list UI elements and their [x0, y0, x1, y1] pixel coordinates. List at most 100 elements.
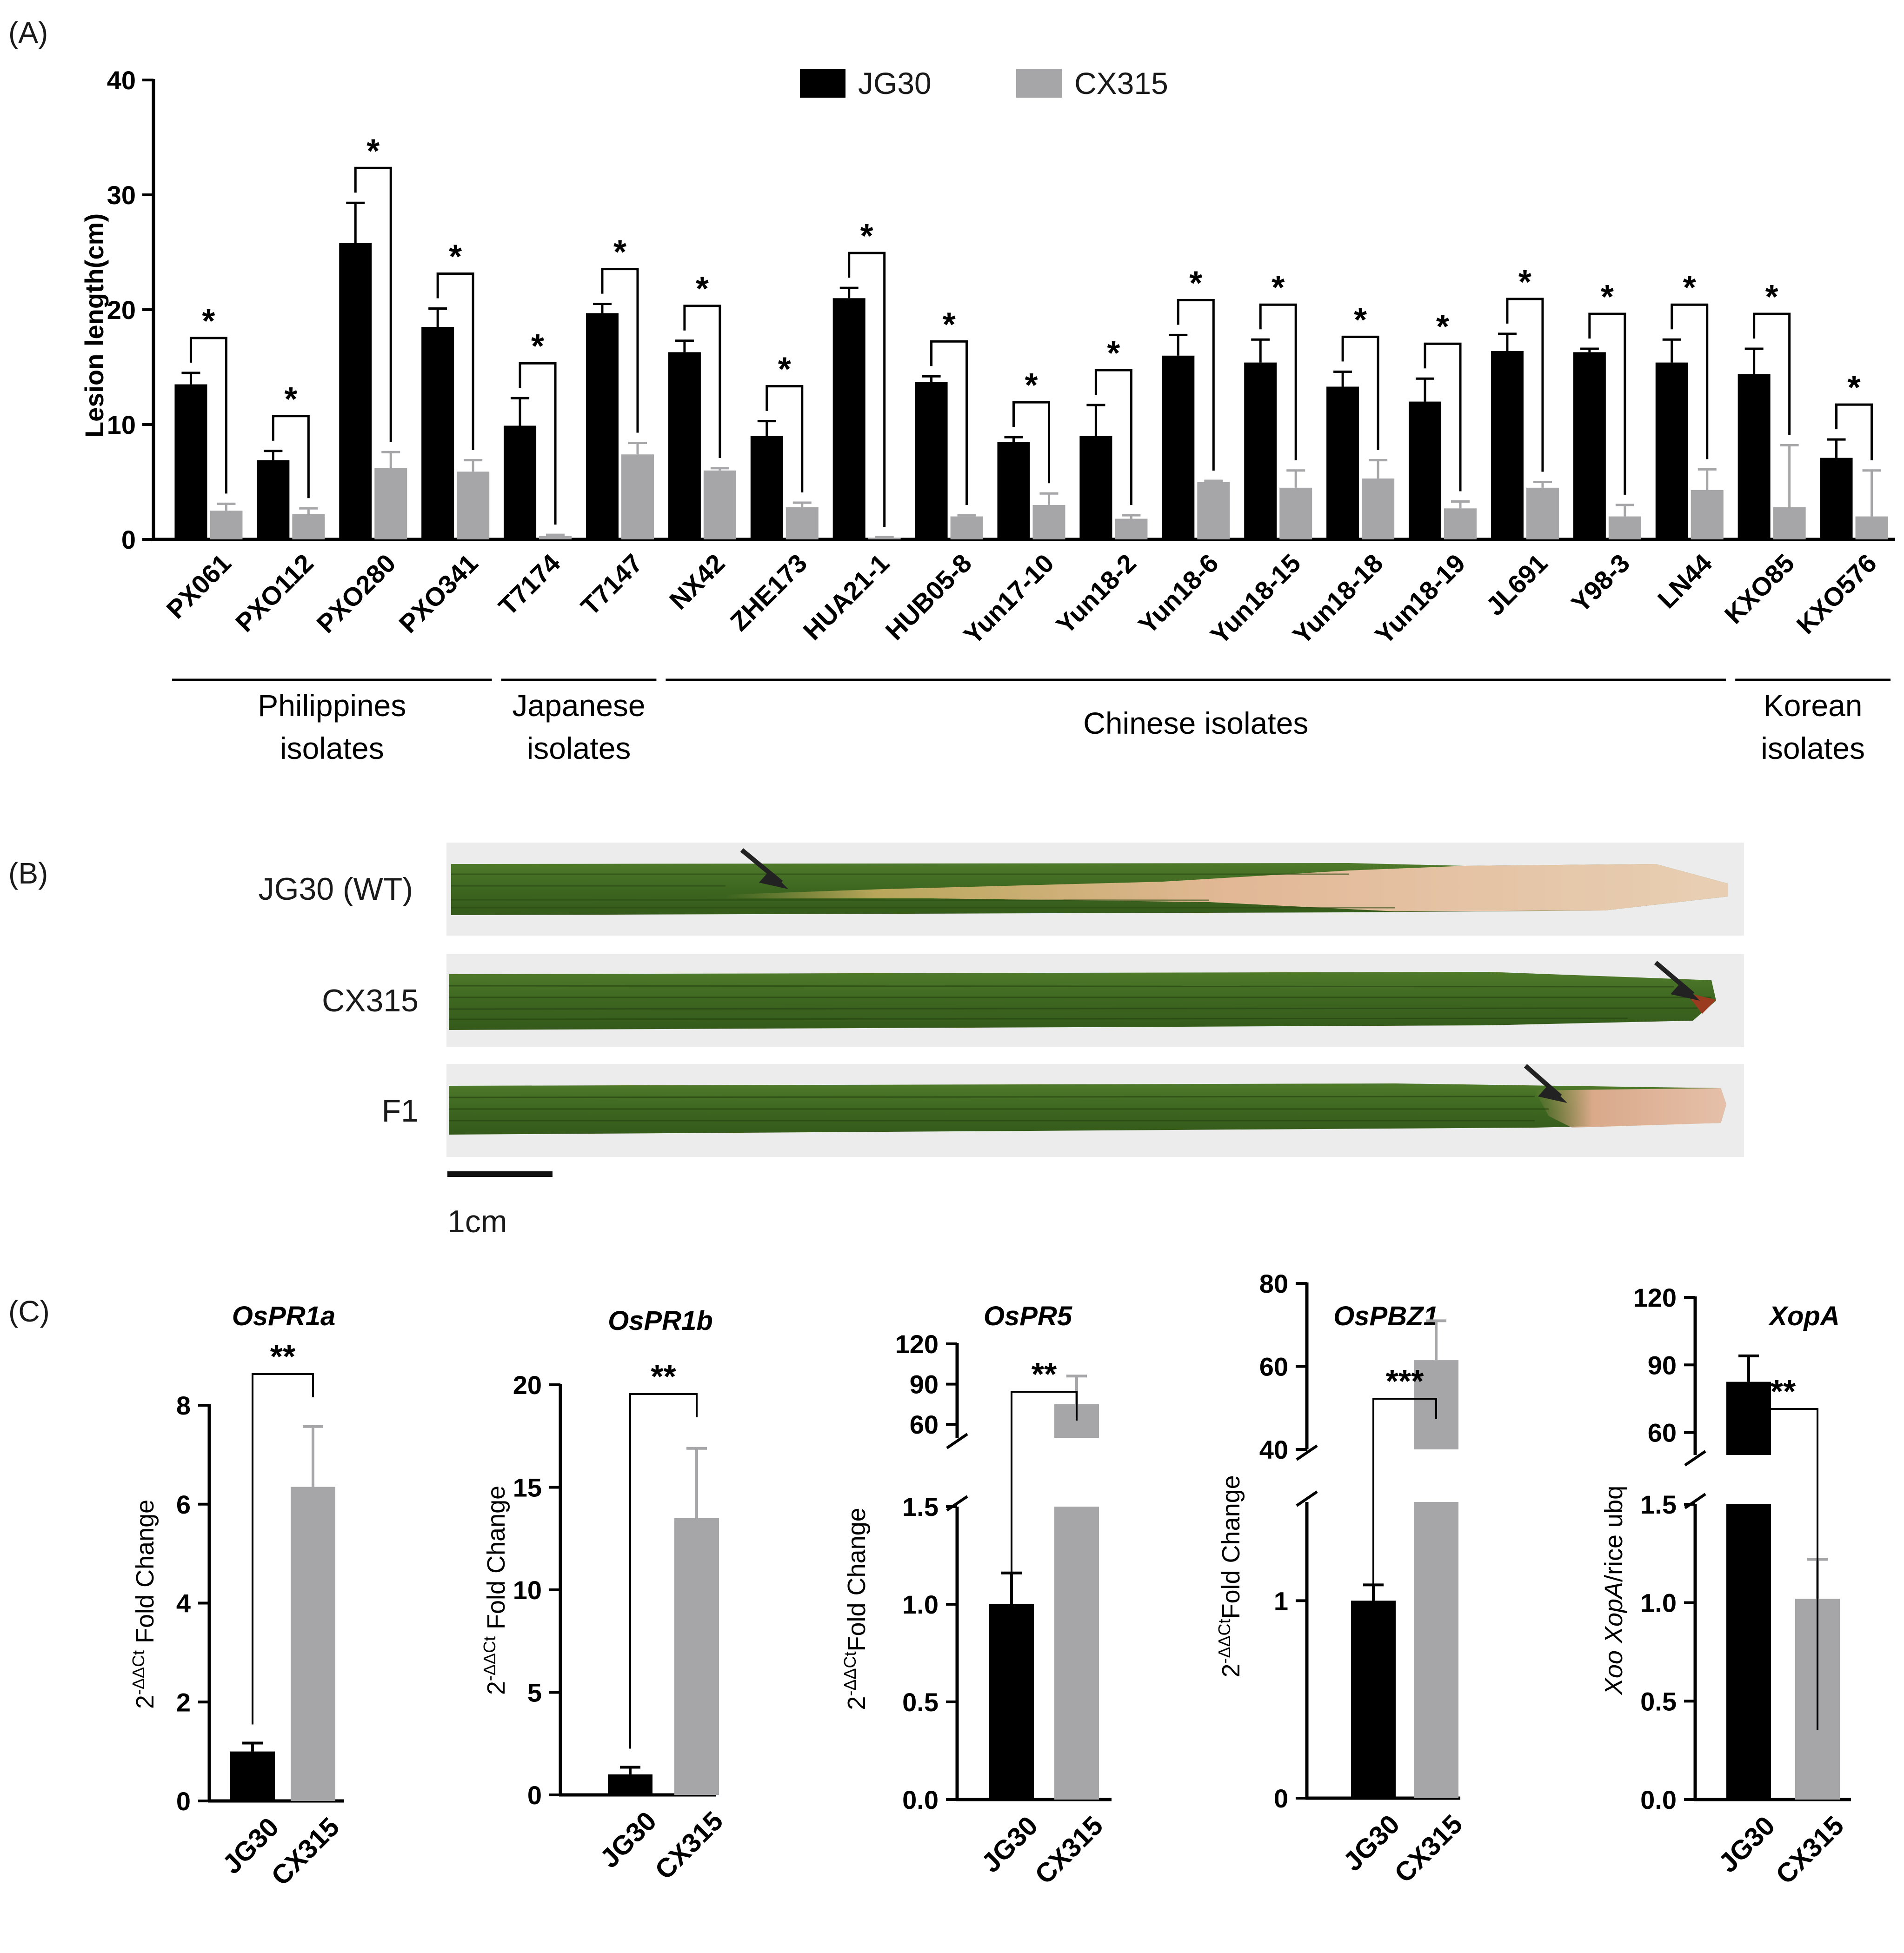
significance-bracket	[1424, 342, 1462, 492]
significance-star: *	[449, 239, 462, 276]
significance-bracket	[848, 252, 886, 527]
lesion-area-jg30	[726, 864, 1728, 911]
bar-jg30-lower	[1726, 1504, 1771, 1800]
significance-bracket	[1259, 303, 1297, 460]
significance-bracket	[1372, 1398, 1437, 1765]
y-tick-label: 2	[176, 1687, 191, 1717]
y-tick-label: 0.5	[902, 1687, 939, 1717]
bar-cx315	[539, 536, 572, 539]
significance-stars: **	[1771, 1373, 1796, 1409]
bar-jg30	[832, 298, 865, 539]
group-label: Philippines	[258, 688, 406, 723]
y-tick-label: 0	[1274, 1784, 1288, 1813]
bar-cx315	[621, 454, 654, 539]
y-tick-label: 10	[107, 410, 136, 439]
bar-jg30	[230, 1751, 275, 1801]
c1-y-axis-title: 2-ΔΔCt Fold Change	[129, 1500, 159, 1709]
bar-cx315	[1362, 478, 1395, 539]
bar-cx315	[291, 1487, 335, 1801]
bar-jg30	[1573, 352, 1606, 539]
significance-bracket	[1671, 303, 1709, 459]
arrow-icon	[759, 870, 788, 889]
c3-title: OsPR5	[984, 1301, 1072, 1331]
significance-star: *	[1601, 279, 1614, 316]
bar-jg30	[1738, 374, 1771, 539]
y-tick-label: 1.0	[1640, 1588, 1677, 1618]
significance-star: *	[1683, 269, 1696, 306]
group-label: isolates	[280, 731, 384, 765]
significance-bracket	[629, 1393, 698, 1749]
significance-bracket	[1177, 299, 1215, 471]
y-tick-label: 0.0	[902, 1785, 939, 1814]
leaf-label-cx315: CX315	[322, 983, 419, 1018]
significance-star: *	[613, 234, 626, 271]
y-tick-label: 6	[176, 1490, 191, 1519]
y-tick-label: 8	[176, 1391, 191, 1420]
group-label: Korean	[1764, 688, 1863, 723]
significance-star: *	[1436, 308, 1449, 345]
significance-bracket	[1012, 401, 1050, 484]
c5-title: XopA	[1768, 1301, 1839, 1331]
y-tick-label: 60	[1259, 1352, 1288, 1382]
significance-bracket	[766, 385, 804, 492]
legend-label-jg30: JG30	[858, 66, 932, 100]
y-tick-label: 0.0	[1640, 1785, 1677, 1814]
bar-cx315	[786, 507, 819, 539]
bar-jg30	[174, 384, 207, 539]
bar-jg30	[339, 243, 372, 539]
bar-cx315	[1279, 487, 1312, 539]
leaf-photo-cx315	[446, 954, 1744, 1047]
bar-cx315	[1691, 490, 1724, 539]
legend-label-cx315: CX315	[1074, 66, 1168, 100]
bar-jg30	[586, 313, 619, 539]
y-tick-label: 40	[1259, 1435, 1288, 1464]
y-tick-label: 20	[513, 1370, 542, 1400]
bar-jg30	[1326, 386, 1359, 539]
axis-break-mark	[1684, 1450, 1706, 1467]
c1-title: OsPR1a	[232, 1301, 335, 1331]
bar-cx315	[1773, 507, 1806, 539]
bar-cx315	[1032, 505, 1065, 539]
bar-jg30	[421, 327, 454, 539]
bar-jg30	[504, 425, 537, 539]
c5-y-axis-title: Xoo XopA/rice ubq	[1600, 1486, 1628, 1696]
y-tick-label: 10	[513, 1575, 542, 1605]
bar-cx315	[374, 468, 407, 539]
significance-bracket	[272, 415, 310, 498]
y-tick-label: 120	[895, 1329, 939, 1359]
panel-c-label: (C)	[8, 1295, 50, 1328]
group-label: isolates	[527, 731, 631, 765]
significance-bracket	[601, 268, 639, 433]
significance-bracket	[930, 340, 968, 505]
bar-jg30	[1409, 401, 1442, 539]
bar-cx315	[210, 511, 243, 539]
bar-cx315	[674, 1518, 719, 1795]
y-tick-label: 30	[107, 180, 136, 210]
significance-bracket	[1341, 335, 1379, 450]
bar-jg30	[1244, 362, 1277, 539]
bar-cx315	[457, 472, 490, 539]
y-tick-label: 0	[121, 525, 136, 554]
significance-bracket	[1011, 1391, 1078, 1646]
bar-cx315	[1115, 518, 1148, 539]
significance-star: *	[1189, 265, 1202, 302]
bar-jg30	[750, 436, 783, 539]
bar-jg30	[1820, 458, 1853, 539]
legend-a: JG30 CX315	[800, 66, 1168, 100]
arrow-icon	[1671, 982, 1700, 1001]
scale-bar-label: 1cm	[447, 1204, 507, 1239]
bar-jg30	[997, 442, 1030, 539]
significance-stars: **	[651, 1358, 676, 1395]
bar-jg30	[668, 352, 701, 539]
bar-jg30	[1079, 436, 1112, 539]
group-label: Chinese isolates	[1083, 706, 1308, 740]
y-tick-label: 0	[176, 1787, 191, 1816]
significance-star: *	[1025, 367, 1038, 404]
c4-y-axis-title: 2-ΔΔCtFold Change	[1215, 1475, 1245, 1677]
bar-cx315	[1197, 482, 1230, 539]
significance-star: *	[1272, 269, 1285, 306]
group-label: isolates	[1761, 731, 1865, 765]
significance-bracket	[252, 1373, 314, 1725]
y-tick-label: 40	[107, 66, 136, 95]
significance-bracket	[683, 305, 721, 458]
